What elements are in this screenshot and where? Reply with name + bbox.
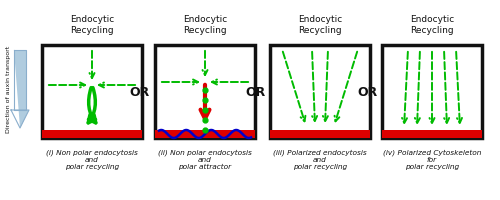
Bar (382, 45, 482, 138)
Bar (270, 45, 370, 138)
Bar (42, 130, 142, 138)
Text: Endocytic
Recycling: Endocytic Recycling (70, 15, 114, 35)
Text: OR: OR (130, 86, 150, 98)
Text: (i) Non polar endocytosis
and
polar recycling: (i) Non polar endocytosis and polar recy… (46, 150, 138, 170)
Text: Endocytic
Recycling: Endocytic Recycling (410, 15, 454, 35)
Text: (iii) Polarized endocytosis
and
polar recycling: (iii) Polarized endocytosis and polar re… (273, 150, 367, 170)
Text: Endocytic
Recycling: Endocytic Recycling (298, 15, 342, 35)
Polygon shape (11, 50, 29, 128)
Bar (155, 45, 255, 138)
Text: (iv) Polarized Cytoskeleton
for
polar recycling: (iv) Polarized Cytoskeleton for polar re… (383, 150, 481, 170)
Text: Endocytic
Recycling: Endocytic Recycling (183, 15, 227, 35)
Text: (ii) Non polar endocytosis
and
polar attractor: (ii) Non polar endocytosis and polar att… (158, 150, 252, 170)
Text: OR: OR (358, 86, 378, 98)
Bar (382, 130, 482, 138)
Bar (42, 45, 142, 138)
Bar (155, 130, 255, 138)
Text: Direction of auxin transport: Direction of auxin transport (6, 45, 12, 133)
Bar (270, 130, 370, 138)
Text: OR: OR (245, 86, 265, 98)
